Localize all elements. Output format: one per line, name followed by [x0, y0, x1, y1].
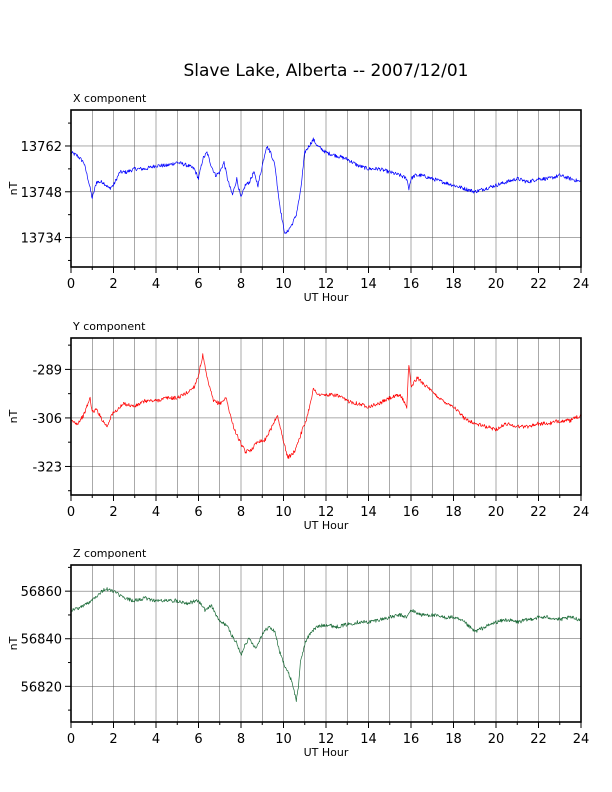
- x-y-axis-label: nT: [7, 181, 20, 195]
- y-x-axis-label: UT Hour: [304, 519, 349, 532]
- z-panel-title: Z component: [73, 547, 147, 560]
- x-x-tick-label: 2: [109, 277, 117, 292]
- z-x-tick-label: 0: [67, 732, 75, 747]
- y-x-tick-label: 8: [237, 505, 245, 520]
- z-x-tick-label: 16: [403, 732, 420, 747]
- y-y-axis-label: nT: [7, 409, 20, 423]
- z-x-tick-label: 2: [109, 732, 117, 747]
- y-x-tick-label: 6: [194, 505, 202, 520]
- z-y-tick-label: 56840: [21, 633, 62, 648]
- y-x-tick-label: 0: [67, 505, 75, 520]
- y-x-tick-label: 14: [360, 505, 377, 520]
- x-x-tick-label: 6: [194, 277, 202, 292]
- x-x-tick-label: 4: [152, 277, 160, 292]
- z-x-tick-label: 8: [237, 732, 245, 747]
- y-component-series-line: [70, 353, 582, 460]
- x-y-tick-label: 13734: [21, 232, 62, 247]
- y-x-tick-label: 16: [403, 505, 420, 520]
- z-x-tick-label: 24: [573, 732, 590, 747]
- y-y-tick-label: -306: [32, 412, 62, 427]
- z-component-series-line: [70, 587, 582, 702]
- z-y-axis-label: nT: [7, 636, 20, 650]
- figure-title: Slave Lake, Alberta -- 2007/12/01: [184, 61, 469, 81]
- z-x-tick-label: 20: [488, 732, 505, 747]
- x-x-tick-label: 14: [360, 277, 377, 292]
- x-x-tick-label: 18: [445, 277, 462, 292]
- y-y-tick-label: -323: [32, 460, 62, 475]
- y-x-tick-label: 18: [445, 505, 462, 520]
- z-x-tick-label: 22: [530, 732, 547, 747]
- y-x-tick-label: 24: [573, 505, 590, 520]
- z-x-tick-label: 6: [194, 732, 202, 747]
- x-x-tick-label: 20: [488, 277, 505, 292]
- z-x-tick-label: 4: [152, 732, 160, 747]
- z-x-tick-label: 18: [445, 732, 462, 747]
- y-plot-frame: [70, 337, 582, 496]
- z-y-tick-label: 56820: [21, 680, 62, 695]
- x-x-tick-label: 22: [530, 277, 547, 292]
- x-y-tick-label: 13762: [21, 140, 62, 155]
- x-x-tick-label: 8: [237, 277, 245, 292]
- x-component-series-line: [70, 137, 582, 235]
- y-panel-title: Y component: [72, 320, 146, 333]
- z-x-axis-label: UT Hour: [304, 746, 349, 759]
- y-x-tick-label: 12: [318, 505, 335, 520]
- z-y-tick-label: 56860: [21, 585, 62, 600]
- y-x-tick-label: 20: [488, 505, 505, 520]
- x-plot-frame: [70, 109, 582, 268]
- y-y-tick-label: -289: [32, 363, 62, 378]
- z-plot-frame: [70, 564, 582, 723]
- x-x-tick-label: 0: [67, 277, 75, 292]
- y-x-tick-label: 22: [530, 505, 547, 520]
- x-x-tick-label: 12: [318, 277, 335, 292]
- y-x-tick-label: 2: [109, 505, 117, 520]
- x-panel-title: X component: [73, 92, 147, 105]
- x-y-tick-label: 13748: [21, 186, 62, 201]
- z-x-tick-label: 12: [318, 732, 335, 747]
- z-x-tick-label: 14: [360, 732, 377, 747]
- x-x-axis-label: UT Hour: [304, 291, 349, 304]
- x-x-tick-label: 10: [275, 277, 292, 292]
- z-x-tick-label: 10: [275, 732, 292, 747]
- x-x-tick-label: 16: [403, 277, 420, 292]
- y-x-tick-label: 4: [152, 505, 160, 520]
- y-x-tick-label: 10: [275, 505, 292, 520]
- x-x-tick-label: 24: [573, 277, 590, 292]
